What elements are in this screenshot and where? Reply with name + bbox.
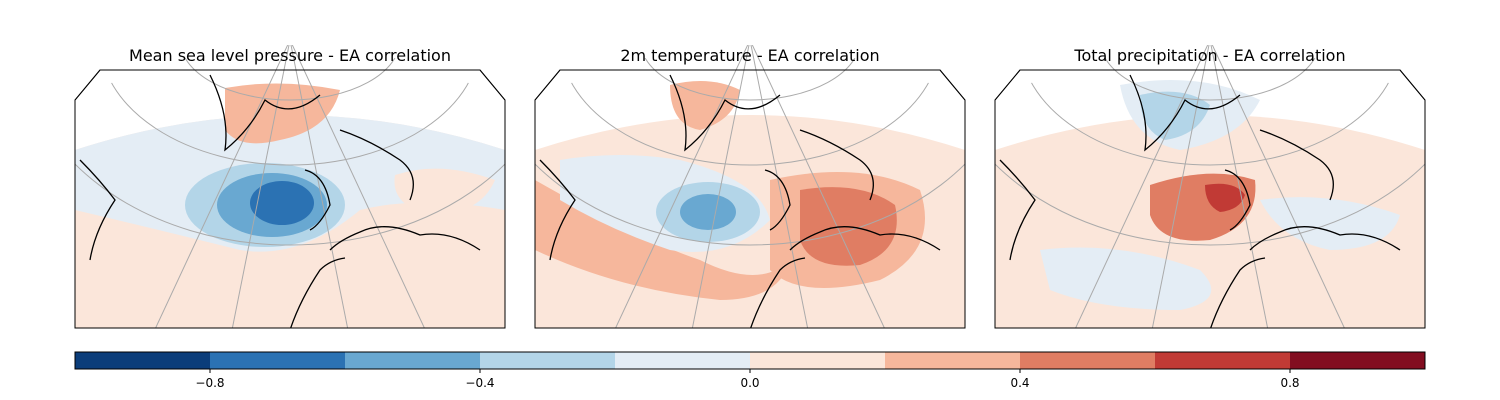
map-panel-mslp: [74, 45, 506, 329]
colorbar-tick-label: 0.8: [1280, 376, 1299, 390]
contour-pos-0.2-south: [535, 180, 790, 300]
colorbar-tick-label: 0.4: [1010, 376, 1029, 390]
graticule: [535, 45, 965, 328]
graticule: [995, 45, 1425, 328]
panel-title-t2m: 2m temperature - EA correlation: [620, 46, 880, 65]
graticule: [75, 45, 505, 328]
contour-pos-0.2-north: [225, 83, 340, 144]
contour-pos-0.6: [1205, 183, 1245, 212]
colorbar-bin: [885, 352, 1020, 369]
contour-neg-0.8: [250, 181, 314, 225]
colorbar-tick-label: −0.8: [195, 376, 224, 390]
colorbar-bin: [75, 352, 210, 369]
colorbar-tick-label: 0.0: [740, 376, 759, 390]
colorbar-bin: [210, 352, 345, 369]
colorbar-bin: [480, 352, 615, 369]
map-panel-tp: [994, 45, 1426, 329]
coastlines: [79, 74, 481, 328]
map-panel-t2m: [534, 45, 966, 329]
contour-neg-0.2-south: [1040, 247, 1212, 310]
colorbar-tick-label: −0.4: [465, 376, 494, 390]
coastlines: [999, 74, 1401, 328]
colorbar-bin: [1155, 352, 1290, 369]
panel-title-tp: Total precipitation - EA correlation: [1074, 46, 1346, 65]
colorbar-bin: [615, 352, 750, 369]
coastlines: [539, 74, 941, 328]
colorbar-bin: [345, 352, 480, 369]
colorbar: −0.8 −0.4 0.0 0.4 0.8: [74, 351, 1426, 390]
panel-title-mslp: Mean sea level pressure - EA correlation: [129, 46, 451, 65]
contour-pos-0.2-europe: [394, 168, 495, 215]
contour-pos-0.2-greenland: [670, 81, 740, 130]
colorbar-bin: [1290, 352, 1425, 369]
colorbar-bin: [750, 352, 885, 369]
contour-neg-0.6: [680, 194, 736, 230]
colorbar-bin: [1020, 352, 1155, 369]
